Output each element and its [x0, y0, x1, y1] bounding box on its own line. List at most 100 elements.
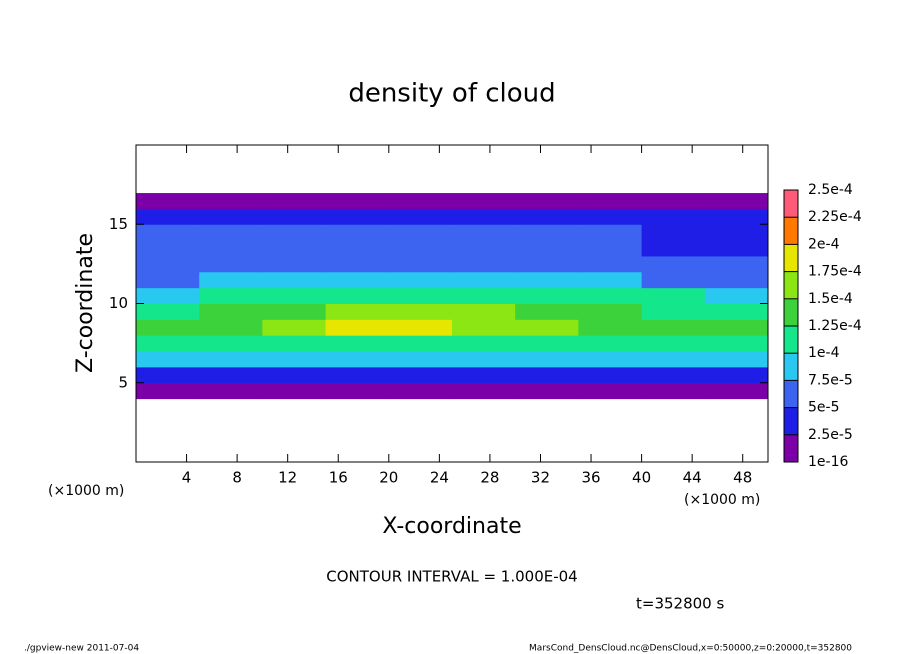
field-cell: [578, 224, 643, 241]
field-cell: [578, 430, 643, 447]
field-cell: [136, 176, 200, 194]
field-cell: [136, 366, 200, 384]
field-cell: [578, 240, 643, 257]
field-cell: [578, 160, 643, 178]
field-cell: [452, 224, 516, 241]
field-cell: [641, 446, 706, 463]
field-cell: [515, 335, 579, 352]
field-cell: [262, 446, 327, 463]
field-cell: [388, 303, 453, 320]
field-cell: [388, 192, 453, 209]
colorbar-label: 1e-4: [808, 345, 840, 361]
field-cell: [325, 446, 390, 463]
field-cell: [136, 446, 200, 463]
x-tick-label: 48: [733, 469, 752, 487]
colorbar-band: [784, 217, 798, 245]
field-cell: [578, 176, 643, 194]
field-cell: [578, 192, 643, 209]
field-cell: [515, 430, 579, 447]
field-cell: [515, 382, 579, 400]
colorbar-label: 2e-4: [808, 236, 840, 252]
field-cell: [578, 319, 643, 336]
field-cell: [704, 430, 769, 447]
field-cell: [452, 398, 516, 415]
field-cell: [325, 224, 390, 241]
field-cell: [452, 271, 516, 289]
field-cell: [515, 255, 579, 273]
field-cell: [452, 382, 516, 400]
field-cell: [704, 398, 769, 415]
field-cell: [199, 208, 263, 225]
field-cell: [515, 319, 579, 336]
field-cell: [452, 430, 516, 447]
field-cell: [388, 414, 453, 431]
x-tick-label: 36: [581, 469, 600, 487]
field-cell: [704, 382, 769, 400]
field-cell: [704, 414, 769, 431]
field-cell: [452, 208, 516, 225]
field-cell: [704, 335, 769, 352]
field-cell: [262, 366, 327, 384]
field-cell: [325, 335, 390, 352]
field-cell: [515, 271, 579, 289]
field-cell: [388, 176, 453, 194]
field-cell: [199, 255, 263, 273]
field-cell: [515, 398, 579, 415]
field-cell: [641, 145, 706, 162]
field-cell: [325, 192, 390, 209]
field-cell: [704, 366, 769, 384]
field-cell: [262, 335, 327, 352]
colorbar-band: [784, 326, 798, 354]
time-label: t=352800 s: [636, 595, 724, 613]
field-cell: [578, 446, 643, 463]
field-cell: [325, 240, 390, 257]
field-cell: [199, 398, 263, 415]
field-cell: [578, 335, 643, 352]
field-cell: [452, 335, 516, 352]
field-cell: [515, 176, 579, 194]
field-cell: [388, 430, 453, 447]
field-cell: [388, 145, 453, 162]
x-unit-label: (×1000 m): [48, 483, 124, 499]
field-cell: [388, 382, 453, 400]
field-cell: [199, 271, 263, 289]
colorbar-label: 5e-5: [808, 400, 839, 416]
field-cell: [325, 160, 390, 178]
field-cell: [262, 398, 327, 415]
field-cell: [515, 224, 579, 241]
field-cell: [515, 366, 579, 384]
x-tick-label: 24: [430, 469, 449, 487]
field-cell: [262, 271, 327, 289]
field-cell: [641, 366, 706, 384]
field-cell: [325, 255, 390, 273]
field-cell: [704, 160, 769, 178]
field-cell: [136, 255, 200, 273]
field-cell: [136, 271, 200, 289]
field-cell: [515, 192, 579, 209]
field-cell: [452, 255, 516, 273]
field-cell: [325, 208, 390, 225]
field-cell: [199, 414, 263, 431]
field-cell: [641, 335, 706, 352]
x-tick-label: 16: [329, 469, 348, 487]
field-cell: [262, 287, 327, 304]
field-cell: [136, 414, 200, 431]
field-cell: [704, 351, 769, 368]
field-cell: [452, 319, 516, 336]
field-cell: [325, 382, 390, 400]
field-cell: [388, 351, 453, 368]
colorbar-label: 2.25e-4: [808, 209, 862, 225]
field-cell: [325, 366, 390, 384]
field-cell: [641, 240, 706, 257]
field-cell: [704, 224, 769, 241]
field-cell: [199, 287, 263, 304]
field-cell: [199, 145, 263, 162]
field-cell: [578, 255, 643, 273]
field-cell: [199, 303, 263, 320]
field-cell: [388, 319, 453, 336]
field: [136, 145, 769, 463]
field-cell: [641, 160, 706, 178]
field-cell: [325, 303, 390, 320]
field-cell: [325, 176, 390, 194]
field-cell: [388, 255, 453, 273]
